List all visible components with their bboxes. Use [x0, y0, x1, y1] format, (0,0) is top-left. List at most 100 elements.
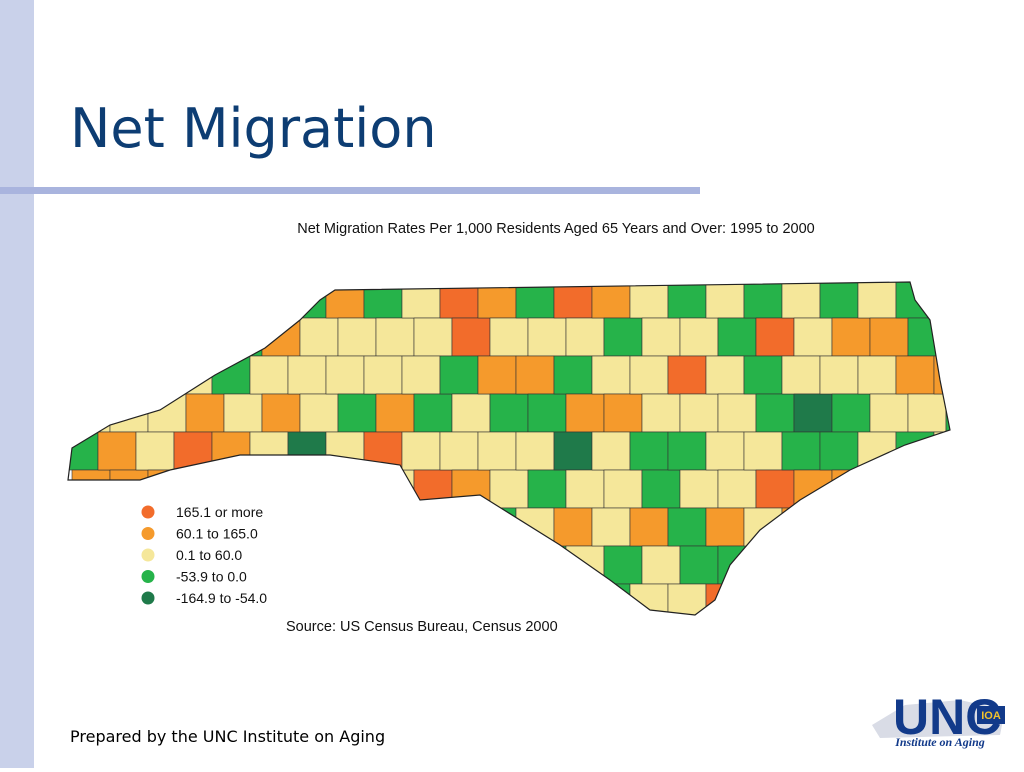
county — [287, 507, 327, 547]
title-rule — [0, 187, 700, 194]
county — [68, 431, 99, 471]
logo-badge: IOA — [981, 710, 1001, 722]
county — [527, 317, 567, 357]
county — [413, 393, 453, 433]
county — [717, 393, 757, 433]
county — [641, 393, 681, 433]
county — [629, 507, 669, 547]
county — [527, 545, 567, 585]
county — [173, 431, 213, 471]
county — [71, 393, 111, 433]
legend-label: -53.9 to 0.0 — [176, 569, 247, 585]
county — [68, 583, 99, 615]
county — [477, 282, 517, 319]
county — [717, 469, 757, 509]
county — [679, 317, 719, 357]
county — [375, 469, 415, 509]
county — [831, 469, 871, 509]
county — [553, 507, 593, 547]
county — [489, 317, 529, 357]
county — [211, 355, 251, 395]
map-title: Net Migration Rates Per 1,000 Residents … — [297, 221, 815, 237]
county — [173, 282, 213, 319]
county — [553, 355, 593, 395]
county — [755, 469, 795, 509]
county — [489, 469, 529, 509]
county — [261, 469, 301, 509]
county — [907, 317, 947, 357]
county — [299, 545, 339, 585]
county — [249, 431, 289, 471]
county — [337, 393, 377, 433]
county — [831, 317, 871, 357]
county — [325, 583, 365, 615]
county — [793, 545, 833, 585]
county — [135, 355, 175, 395]
county — [895, 355, 935, 395]
county — [211, 282, 251, 319]
county — [743, 583, 783, 615]
logo: UNC IOA Institute on Aging — [872, 689, 1005, 749]
county — [565, 393, 605, 433]
county — [553, 282, 593, 319]
county — [705, 355, 745, 395]
county — [439, 355, 479, 395]
county — [337, 469, 377, 509]
county — [401, 431, 441, 471]
county — [781, 431, 821, 471]
county — [287, 355, 327, 395]
county — [185, 317, 225, 357]
county — [629, 583, 669, 615]
county — [819, 431, 859, 471]
county — [641, 469, 681, 509]
county — [261, 393, 301, 433]
county — [591, 355, 631, 395]
county — [603, 393, 643, 433]
county — [831, 393, 871, 433]
county — [71, 469, 111, 509]
county — [781, 355, 821, 395]
county — [907, 469, 947, 509]
county — [477, 355, 517, 395]
county — [477, 583, 517, 615]
county — [97, 431, 137, 471]
county — [287, 431, 327, 471]
logo-badge-box — [977, 706, 1005, 724]
county — [413, 317, 453, 357]
county — [337, 545, 377, 585]
county — [831, 545, 871, 585]
county — [401, 583, 441, 615]
county — [857, 282, 897, 319]
county — [325, 282, 365, 319]
logo-shape — [872, 700, 1005, 738]
county — [819, 355, 859, 395]
legend-swatch — [141, 505, 155, 519]
county — [147, 317, 187, 357]
county — [793, 469, 833, 509]
county — [591, 507, 631, 547]
county — [249, 355, 289, 395]
legend-swatch — [141, 591, 155, 605]
county — [819, 282, 859, 319]
legend-label: 165.1 or more — [176, 504, 263, 520]
county — [375, 545, 415, 585]
county — [907, 545, 947, 585]
county — [325, 355, 365, 395]
county — [135, 282, 175, 319]
county — [527, 469, 567, 509]
county — [565, 469, 605, 509]
county — [211, 431, 251, 471]
county — [97, 355, 137, 395]
county — [299, 317, 339, 357]
county — [439, 431, 479, 471]
county — [641, 545, 681, 585]
county — [667, 431, 707, 471]
county — [413, 545, 453, 585]
county — [261, 545, 301, 585]
county — [401, 355, 441, 395]
county — [641, 317, 681, 357]
county — [591, 583, 631, 615]
county — [869, 317, 909, 357]
county — [515, 431, 555, 471]
